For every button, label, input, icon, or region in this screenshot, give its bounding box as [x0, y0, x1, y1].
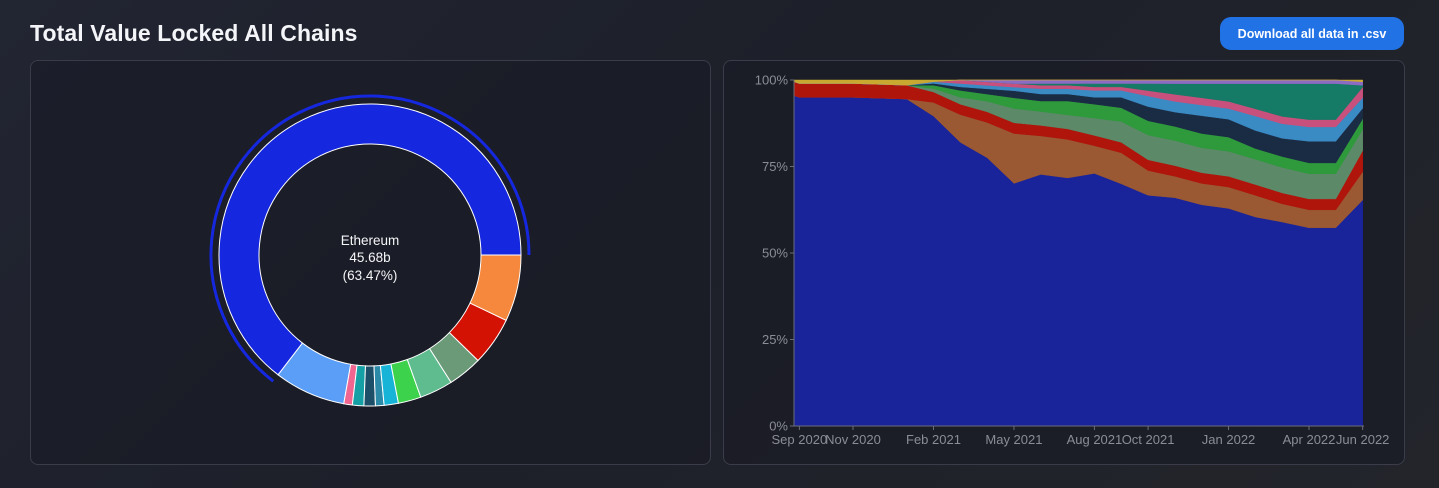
x-tick-label: Oct 2021 — [1122, 432, 1175, 447]
x-tick-label: Sep 2020 — [772, 432, 828, 447]
x-tick-label: Nov 2020 — [825, 432, 881, 447]
donut-slice-4[interactable] — [363, 365, 376, 407]
donut-slice-0[interactable] — [218, 103, 522, 376]
y-tick-label: 0% — [769, 419, 788, 434]
y-tick-label: 100% — [755, 73, 789, 88]
donut-chart: Ethereum 45.68b (63.47%) — [209, 94, 531, 407]
x-tick-label: Feb 2021 — [906, 432, 961, 447]
x-tick-label: Jun 2022 — [1336, 432, 1390, 447]
x-tick-label: Aug 2021 — [1067, 432, 1123, 447]
y-tick-label: 75% — [762, 159, 788, 174]
area-chart-panel: 0% 25% 50% 75% 100% Sep 2020 Nov 2020 Feb 2021 M… — [723, 60, 1405, 465]
donut-center-name: Ethereum — [341, 233, 400, 248]
donut-chart-panel: Ethereum 45.68b (63.47%) — [30, 60, 711, 465]
x-tick-label: May 2021 — [985, 432, 1042, 447]
area-series-10[interactable] — [793, 79, 1363, 86]
page-title: Total Value Locked All Chains — [30, 20, 358, 46]
donut-slice-11[interactable] — [469, 254, 522, 322]
donut-center-value: 45.68b — [349, 250, 390, 265]
x-tick-label: Apr 2022 — [1283, 432, 1336, 447]
donut-center-percent: (63.47%) — [343, 268, 398, 283]
y-tick-label: 25% — [762, 332, 788, 347]
donut-active-arc — [209, 94, 531, 383]
x-tick-label: Jan 2022 — [1202, 432, 1256, 447]
y-tick-label: 50% — [762, 246, 788, 261]
download-csv-button[interactable]: Download all data in .csv — [1220, 17, 1404, 50]
